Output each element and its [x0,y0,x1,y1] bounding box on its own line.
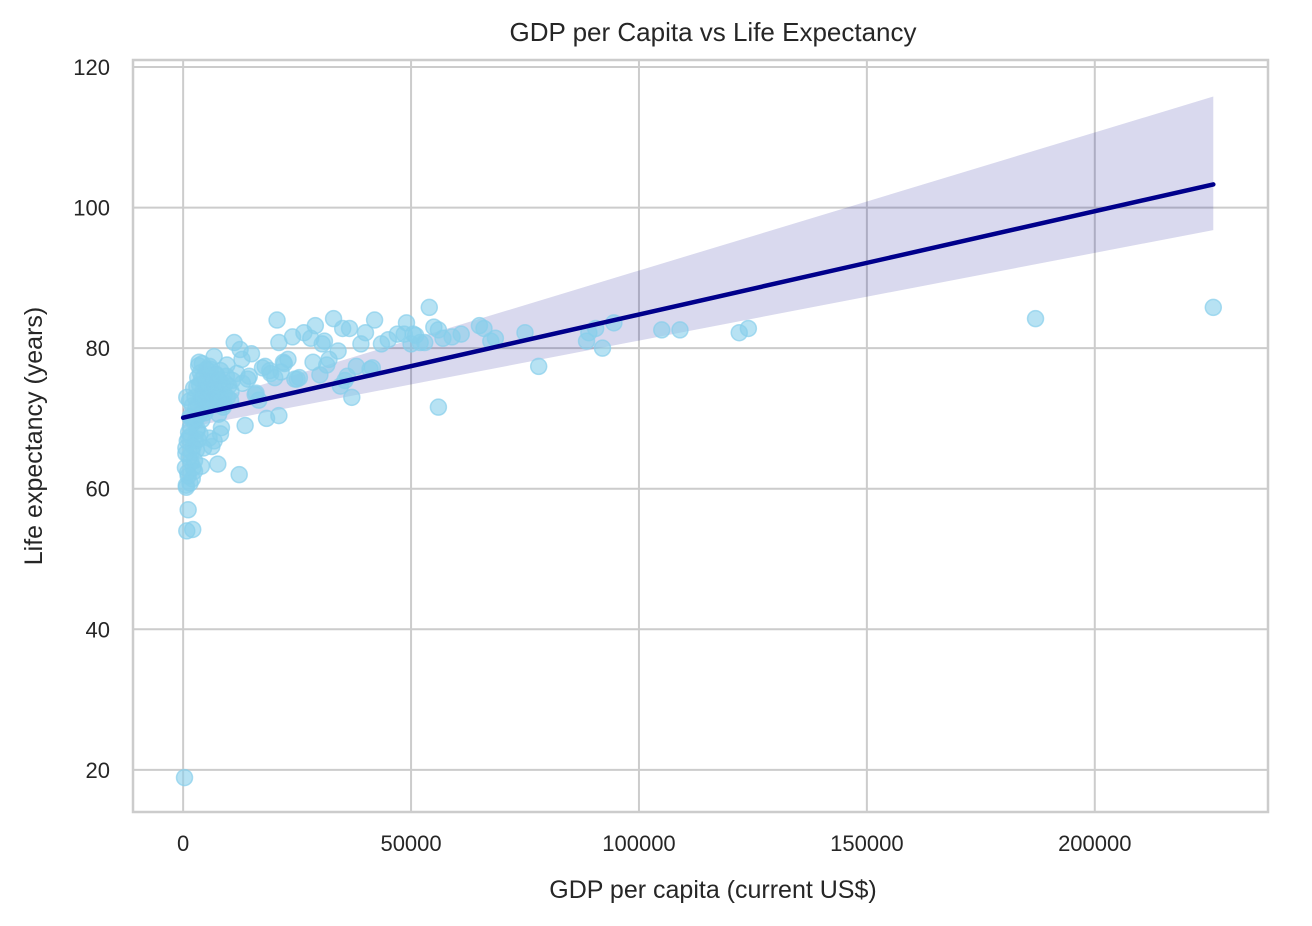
data-point [420,298,439,317]
data-point [429,398,448,416]
y-axis-label: Life expectancy (years) [20,307,48,565]
data-point [343,388,361,407]
data-point [184,458,202,477]
data-point [236,416,254,435]
y-tick-label-5: 120 [73,55,110,80]
data-point [218,388,237,407]
data-point [1204,298,1223,317]
x-tick-label-3: 150000 [830,831,903,856]
data-point [270,333,288,352]
data-point [593,339,612,357]
data-point [198,377,217,395]
x-tick-label-2: 100000 [602,831,675,856]
data-point [529,357,548,376]
regression-line-layer [180,182,1216,420]
data-point [211,425,230,443]
data-point [231,340,249,359]
y-tick-label-4: 100 [73,196,110,221]
y-tick-label-1: 40 [86,617,110,642]
data-point [175,768,194,787]
y-tick-label-0: 20 [86,758,110,783]
data-point [189,430,207,449]
data-point [671,321,689,339]
data-point [306,316,325,335]
data-point [183,520,202,539]
data-point [209,455,227,473]
data-point [356,323,375,342]
gridlines [133,60,1268,812]
data-point [1026,309,1045,328]
data-point [286,370,304,388]
data-point [274,353,293,371]
data-point [329,342,347,360]
data-point [340,319,359,338]
data-point [178,388,196,407]
data-point [452,325,470,343]
x-tick-label-0: 0 [177,831,189,856]
regression-line [180,182,1216,420]
data-point [203,437,221,456]
plot-frame [131,58,1270,814]
data-point [256,357,274,376]
y-tick-label-2: 60 [86,477,110,502]
data-point [230,465,248,484]
data-point [739,319,758,338]
data-point [179,501,197,519]
data-point [207,366,226,384]
data-point [270,406,288,425]
data-point [317,356,336,374]
data-point [313,335,331,353]
data-point [365,311,384,329]
y-tick-label-3: 80 [86,336,110,361]
data-point [268,311,286,329]
tick-labels: 0 50000 100000 150000 200000 20 40 60 80 100 120 [73,55,1131,856]
data-point [429,321,448,339]
x-tick-label-1: 50000 [380,831,441,856]
data-point [653,321,671,339]
chart-title: GDP per Capita vs Life Expectancy [509,17,916,47]
data-point [415,333,434,352]
x-axis-label: GDP per capita (current US$) [549,876,876,904]
x-tick-label-4: 200000 [1058,831,1131,856]
data-point [233,374,252,393]
data-point [395,325,413,343]
